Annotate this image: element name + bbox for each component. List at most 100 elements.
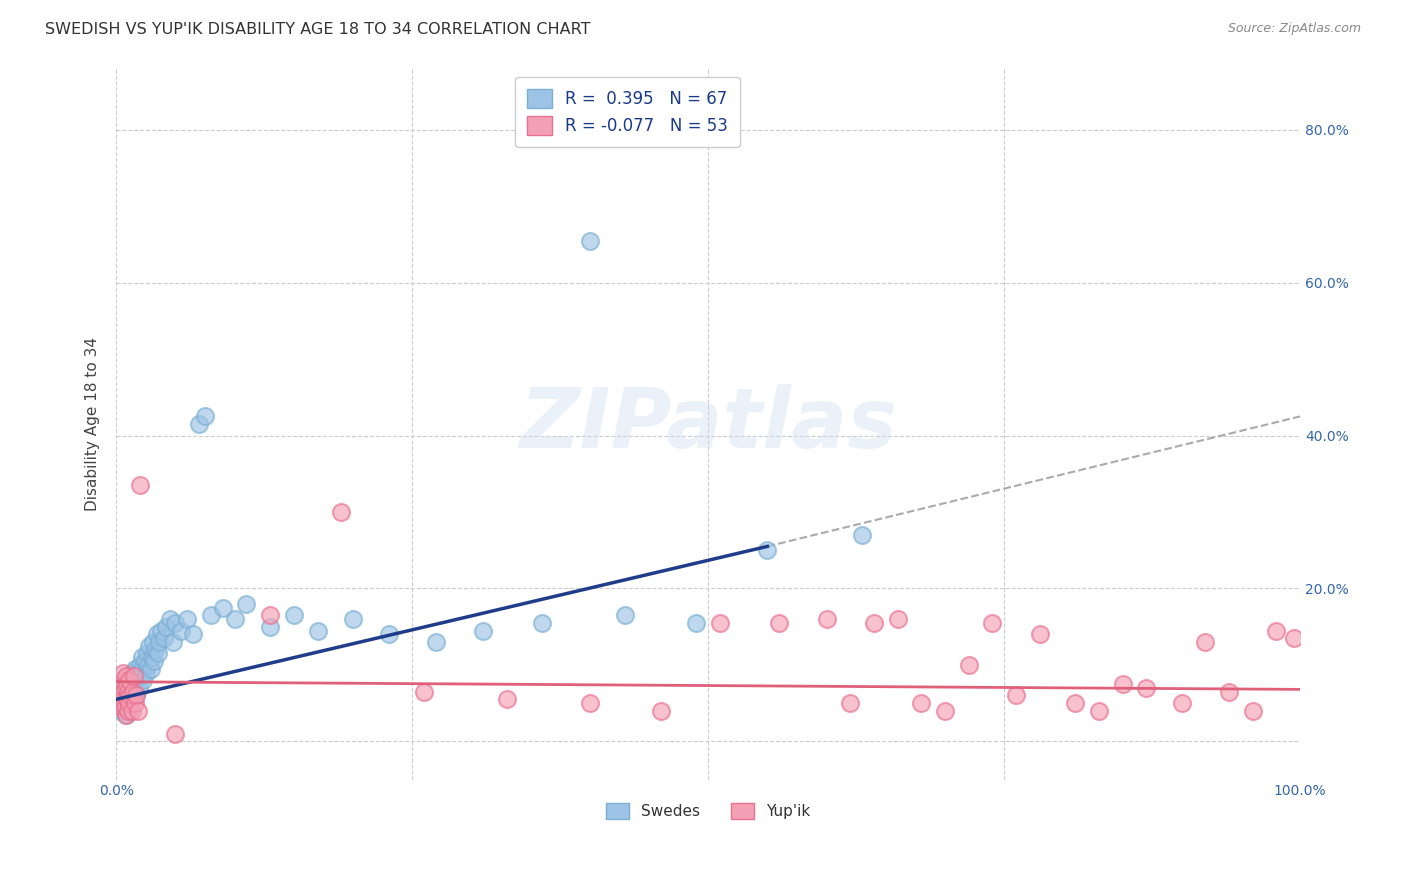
Point xyxy=(307,624,329,638)
Point xyxy=(377,627,399,641)
Point xyxy=(112,665,135,680)
Point xyxy=(111,689,134,703)
Point xyxy=(114,707,136,722)
Point xyxy=(124,662,146,676)
Point xyxy=(132,673,155,688)
Point xyxy=(121,665,143,680)
Point xyxy=(127,704,149,718)
Point xyxy=(114,692,136,706)
Point xyxy=(413,684,436,698)
Point xyxy=(756,543,779,558)
Point xyxy=(162,635,184,649)
Point xyxy=(1241,704,1264,718)
Point xyxy=(886,612,908,626)
Point xyxy=(283,608,305,623)
Point xyxy=(170,624,193,638)
Text: SWEDISH VS YUP'IK DISABILITY AGE 18 TO 34 CORRELATION CHART: SWEDISH VS YUP'IK DISABILITY AGE 18 TO 3… xyxy=(45,22,591,37)
Point xyxy=(131,650,153,665)
Point xyxy=(121,677,143,691)
Point xyxy=(114,707,136,722)
Point xyxy=(115,681,138,695)
Legend: Swedes, Yup'ik: Swedes, Yup'ik xyxy=(600,797,817,825)
Point xyxy=(145,627,167,641)
Point xyxy=(120,684,142,698)
Point xyxy=(141,650,163,665)
Point xyxy=(125,689,148,703)
Point xyxy=(115,677,138,691)
Point xyxy=(1170,696,1192,710)
Point xyxy=(934,704,956,718)
Point xyxy=(117,684,139,698)
Point xyxy=(148,635,170,649)
Point xyxy=(128,681,150,695)
Point xyxy=(472,624,495,638)
Point xyxy=(1028,627,1050,641)
Point xyxy=(1005,689,1028,703)
Point xyxy=(120,673,142,688)
Point xyxy=(136,657,159,672)
Point xyxy=(650,704,672,718)
Point xyxy=(115,696,138,710)
Point xyxy=(121,689,143,703)
Point xyxy=(108,681,131,695)
Point xyxy=(768,615,790,630)
Point xyxy=(425,635,447,649)
Point xyxy=(165,727,187,741)
Point xyxy=(124,696,146,710)
Point xyxy=(139,662,162,676)
Point xyxy=(118,696,141,710)
Point xyxy=(114,700,136,714)
Point xyxy=(496,692,519,706)
Point xyxy=(1135,681,1157,695)
Point xyxy=(112,692,135,706)
Point xyxy=(150,624,173,638)
Point xyxy=(957,657,980,672)
Point xyxy=(114,669,136,683)
Point xyxy=(531,615,554,630)
Point xyxy=(134,654,156,668)
Point xyxy=(181,627,204,641)
Point xyxy=(120,689,142,703)
Point xyxy=(111,673,134,688)
Point xyxy=(1265,624,1288,638)
Point xyxy=(129,478,152,492)
Point xyxy=(176,612,198,626)
Point xyxy=(1218,684,1240,698)
Point xyxy=(330,505,353,519)
Point xyxy=(142,635,165,649)
Point xyxy=(146,647,169,661)
Point xyxy=(863,615,886,630)
Point xyxy=(122,681,145,695)
Point xyxy=(115,692,138,706)
Point xyxy=(125,689,148,703)
Point xyxy=(578,696,600,710)
Point xyxy=(1194,635,1216,649)
Point xyxy=(159,612,181,626)
Y-axis label: Disability Age 18 to 34: Disability Age 18 to 34 xyxy=(86,337,100,511)
Point xyxy=(188,417,211,431)
Point xyxy=(117,704,139,718)
Point xyxy=(1088,704,1111,718)
Point xyxy=(135,665,157,680)
Point xyxy=(211,600,233,615)
Point xyxy=(107,696,129,710)
Point xyxy=(143,654,166,668)
Point xyxy=(129,669,152,683)
Point xyxy=(131,662,153,676)
Point xyxy=(112,700,135,714)
Point xyxy=(110,700,132,714)
Point xyxy=(839,696,862,710)
Point xyxy=(108,696,131,710)
Point xyxy=(138,639,160,653)
Point xyxy=(685,615,707,630)
Point xyxy=(129,657,152,672)
Point xyxy=(1282,631,1305,645)
Point xyxy=(1064,696,1087,710)
Point xyxy=(121,684,143,698)
Point xyxy=(118,673,141,688)
Point xyxy=(165,615,187,630)
Point xyxy=(200,608,222,623)
Point xyxy=(110,704,132,718)
Point xyxy=(709,615,731,630)
Point xyxy=(910,696,932,710)
